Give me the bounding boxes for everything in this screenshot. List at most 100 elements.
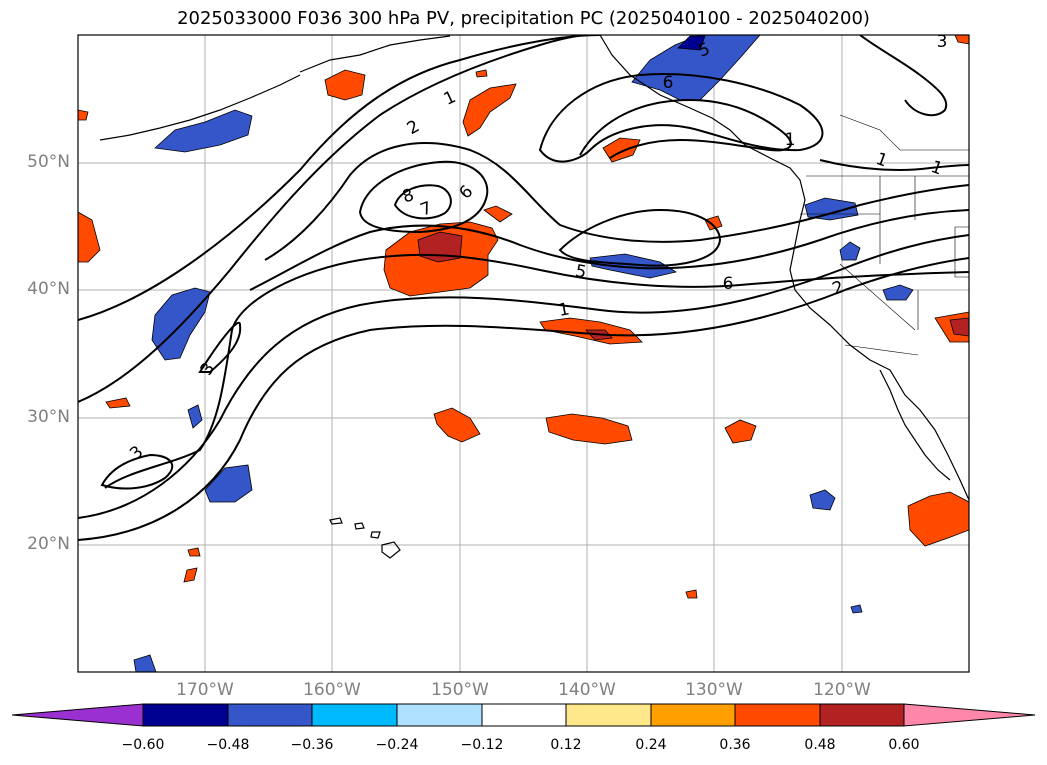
colorbar-tick-label: 0.36 [719, 737, 751, 753]
precip-negative-nv [839, 241, 861, 261]
border-ca-nv [839, 263, 916, 331]
colorbar-tick-label: 0.12 [550, 737, 582, 753]
contour-label: 3 [937, 32, 948, 52]
coast-north-america [599, 35, 969, 501]
contour-label: 3 [197, 359, 220, 379]
colorbar-tick-label: −0.36 [290, 737, 334, 753]
contour-ne-loop-2 [579, 98, 792, 159]
colorbar-swatch [396, 703, 483, 727]
contour-sw-1 [100, 453, 174, 490]
contour-label: 1 [873, 149, 890, 171]
precip-positive-south-2 [545, 413, 633, 445]
precip-positive-south-3 [724, 419, 757, 444]
colorbar-swatch [650, 703, 736, 727]
colorbar-tick-label: 0.24 [635, 737, 667, 753]
contour-label: 1 [441, 87, 459, 110]
contour-label: 1 [557, 299, 571, 321]
colorbar-tick-label: −0.60 [121, 737, 165, 753]
boundaries [800, 114, 969, 356]
contour-east-1 [819, 159, 969, 171]
precip-negative-sw [882, 284, 914, 301]
colorbar-swatch [734, 703, 821, 727]
lat-label: 50°N [27, 152, 70, 172]
colorbar-tick-label: 0.48 [804, 737, 836, 753]
precip-negative-south [204, 464, 253, 503]
contour-label: 7 [418, 198, 435, 220]
precip-positive-baja [907, 491, 969, 547]
colorbar-extend-low [11, 703, 144, 727]
lat-label: 30°N [27, 407, 70, 427]
colorbar-swatch [311, 703, 398, 727]
precip-positive-small-east [704, 215, 723, 231]
contour-east-top [859, 35, 948, 117]
precip-positive-top-right [954, 35, 969, 45]
coast-baja [879, 369, 951, 481]
lat-label: 40°N [27, 279, 70, 299]
precip-positive-small-w [105, 397, 131, 409]
colorbar-tick-label: −0.12 [460, 737, 504, 753]
contour-1-outer [78, 35, 601, 321]
lat-label: 20°N [27, 534, 70, 554]
precip-negative-mexico [809, 489, 836, 511]
contour-2-outer [78, 35, 586, 403]
precip-negative-midpacific [589, 253, 678, 279]
coast-alaska-south [299, 35, 451, 73]
contour-label: 5 [574, 261, 588, 283]
precip-negative-alaska-core [677, 35, 706, 51]
lon-label: 130°W [685, 680, 743, 700]
precip-positive-tiny-5 [78, 109, 89, 121]
precip-positive-west-edge [78, 211, 101, 263]
contour-label: 6 [663, 73, 674, 93]
contour-5-inner [249, 209, 969, 291]
precip-positive-south-1 [433, 407, 481, 443]
precip-negative-oregon [804, 197, 859, 221]
contour-label: 2 [830, 277, 847, 299]
grid-lines [78, 35, 969, 672]
contour-6-inner [264, 142, 969, 261]
contour-label: 1 [785, 130, 796, 150]
colorbar-swatch [565, 703, 652, 727]
hawaii-2 [354, 522, 365, 530]
border-mexico [844, 344, 919, 356]
precip-negative-alaska [631, 35, 761, 101]
colorbar [11, 703, 1036, 727]
colorbar-extend-high [903, 703, 1036, 727]
hawaii-1 [329, 517, 343, 525]
colorbar-tick-label: −0.48 [206, 737, 250, 753]
hawaii-4 [381, 541, 401, 559]
colorbar-tick-label: 0.60 [888, 737, 920, 753]
coastlines [99, 35, 969, 559]
contour-label: 2 [404, 116, 423, 139]
precip-positive-tiny-3 [685, 589, 698, 599]
colorbar-swatch [142, 703, 229, 727]
map-title: 2025033000 F036 300 hPa PV, precipitatio… [177, 8, 870, 29]
precip-positive-tiny-1 [187, 547, 201, 557]
colorbar-swatch [481, 703, 567, 727]
precip-negative-far-south [133, 654, 157, 672]
pv-contour-labels: 1 2 3 3 5 6 7 8 6 5 6 2 1 1 1 1 3 [126, 32, 948, 464]
precip-positive-aleutians [324, 69, 366, 101]
map-frame [77, 34, 970, 673]
contour-label: 6 [456, 182, 478, 204]
contour-ne-loop [538, 73, 824, 163]
precip-positive-tiny-4 [475, 69, 488, 78]
colorbar-swatch [227, 703, 313, 727]
pv-contours [78, 35, 969, 541]
lon-label: 160°W [303, 680, 361, 700]
precip-negative-aleutians [154, 109, 253, 153]
precip-positive-nearcenter [483, 205, 513, 223]
contour-mid-loop [558, 208, 722, 267]
precip-negative-small [187, 404, 203, 429]
lon-label: 140°W [558, 680, 616, 700]
coast-aleutian [99, 74, 301, 141]
lon-label: 150°W [431, 680, 489, 700]
contour-3-loop [104, 253, 969, 489]
lon-label: 120°W [813, 680, 871, 700]
colorbar-swatch [819, 703, 905, 727]
precipitation-anomaly [78, 35, 969, 672]
precip-positive-ne [602, 137, 641, 163]
precip-positive-gulf-north [462, 83, 517, 137]
border-bc-line [839, 114, 969, 151]
contour-3-small-loop [198, 321, 242, 373]
